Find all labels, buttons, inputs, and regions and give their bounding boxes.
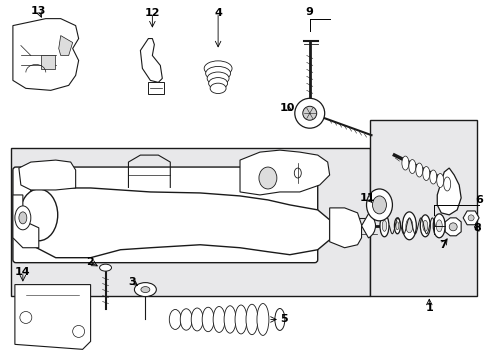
Ellipse shape [259, 167, 276, 189]
Text: 4: 4 [214, 8, 222, 18]
Ellipse shape [191, 308, 203, 331]
Ellipse shape [366, 189, 392, 221]
Text: 7: 7 [438, 240, 446, 250]
Polygon shape [240, 150, 329, 195]
Ellipse shape [415, 163, 422, 177]
Ellipse shape [379, 215, 388, 237]
Ellipse shape [205, 67, 230, 80]
Ellipse shape [141, 287, 149, 293]
Bar [148, 82, 164, 94]
Bar [41, 55, 55, 69]
Wedge shape [361, 214, 375, 238]
Ellipse shape [256, 303, 268, 336]
Text: 8: 8 [472, 223, 480, 233]
Text: 11: 11 [359, 193, 374, 203]
Text: 3: 3 [128, 276, 136, 287]
FancyBboxPatch shape [13, 167, 317, 263]
Polygon shape [15, 285, 90, 349]
Ellipse shape [408, 159, 415, 174]
Ellipse shape [235, 305, 246, 334]
Ellipse shape [294, 168, 301, 178]
Text: 10: 10 [280, 103, 295, 113]
Ellipse shape [402, 212, 415, 240]
Polygon shape [13, 19, 79, 90]
Ellipse shape [405, 219, 412, 233]
Ellipse shape [274, 309, 285, 330]
Polygon shape [436, 168, 460, 215]
Ellipse shape [429, 170, 436, 184]
Ellipse shape [435, 220, 441, 232]
Text: 1: 1 [425, 302, 432, 312]
Ellipse shape [203, 61, 232, 76]
Ellipse shape [448, 223, 456, 231]
Text: 5: 5 [280, 314, 287, 324]
Text: 13: 13 [31, 6, 46, 15]
Ellipse shape [294, 98, 324, 128]
Text: 9: 9 [305, 6, 313, 17]
Ellipse shape [213, 306, 224, 332]
Ellipse shape [432, 214, 444, 238]
Ellipse shape [19, 212, 27, 224]
Ellipse shape [202, 307, 214, 332]
Text: 12: 12 [144, 8, 160, 18]
Circle shape [73, 325, 84, 337]
Text: 14: 14 [15, 267, 31, 276]
Ellipse shape [20, 189, 58, 241]
Ellipse shape [467, 215, 473, 221]
Ellipse shape [372, 196, 386, 214]
Ellipse shape [422, 220, 427, 231]
Ellipse shape [422, 167, 429, 180]
Ellipse shape [394, 218, 400, 234]
Text: 2: 2 [85, 257, 93, 267]
Ellipse shape [134, 283, 156, 297]
Ellipse shape [208, 78, 227, 89]
Ellipse shape [436, 174, 443, 188]
Ellipse shape [169, 310, 181, 329]
Ellipse shape [15, 206, 31, 230]
Ellipse shape [382, 220, 386, 231]
Polygon shape [329, 208, 361, 248]
Ellipse shape [443, 177, 450, 191]
Ellipse shape [395, 222, 398, 230]
Ellipse shape [420, 215, 429, 237]
Polygon shape [462, 211, 478, 225]
Polygon shape [31, 188, 329, 258]
Ellipse shape [302, 106, 316, 120]
Polygon shape [59, 36, 73, 55]
Ellipse shape [401, 156, 408, 170]
Ellipse shape [207, 72, 228, 85]
Bar [11, 148, 369, 296]
Ellipse shape [210, 83, 225, 94]
Text: 6: 6 [474, 195, 482, 205]
Ellipse shape [180, 309, 192, 330]
Ellipse shape [245, 304, 258, 335]
Polygon shape [19, 160, 76, 190]
Polygon shape [444, 218, 460, 236]
Polygon shape [13, 195, 39, 248]
Ellipse shape [224, 306, 236, 333]
Circle shape [20, 311, 32, 323]
Ellipse shape [100, 264, 111, 271]
Bar [369, 120, 476, 296]
Polygon shape [140, 39, 162, 82]
